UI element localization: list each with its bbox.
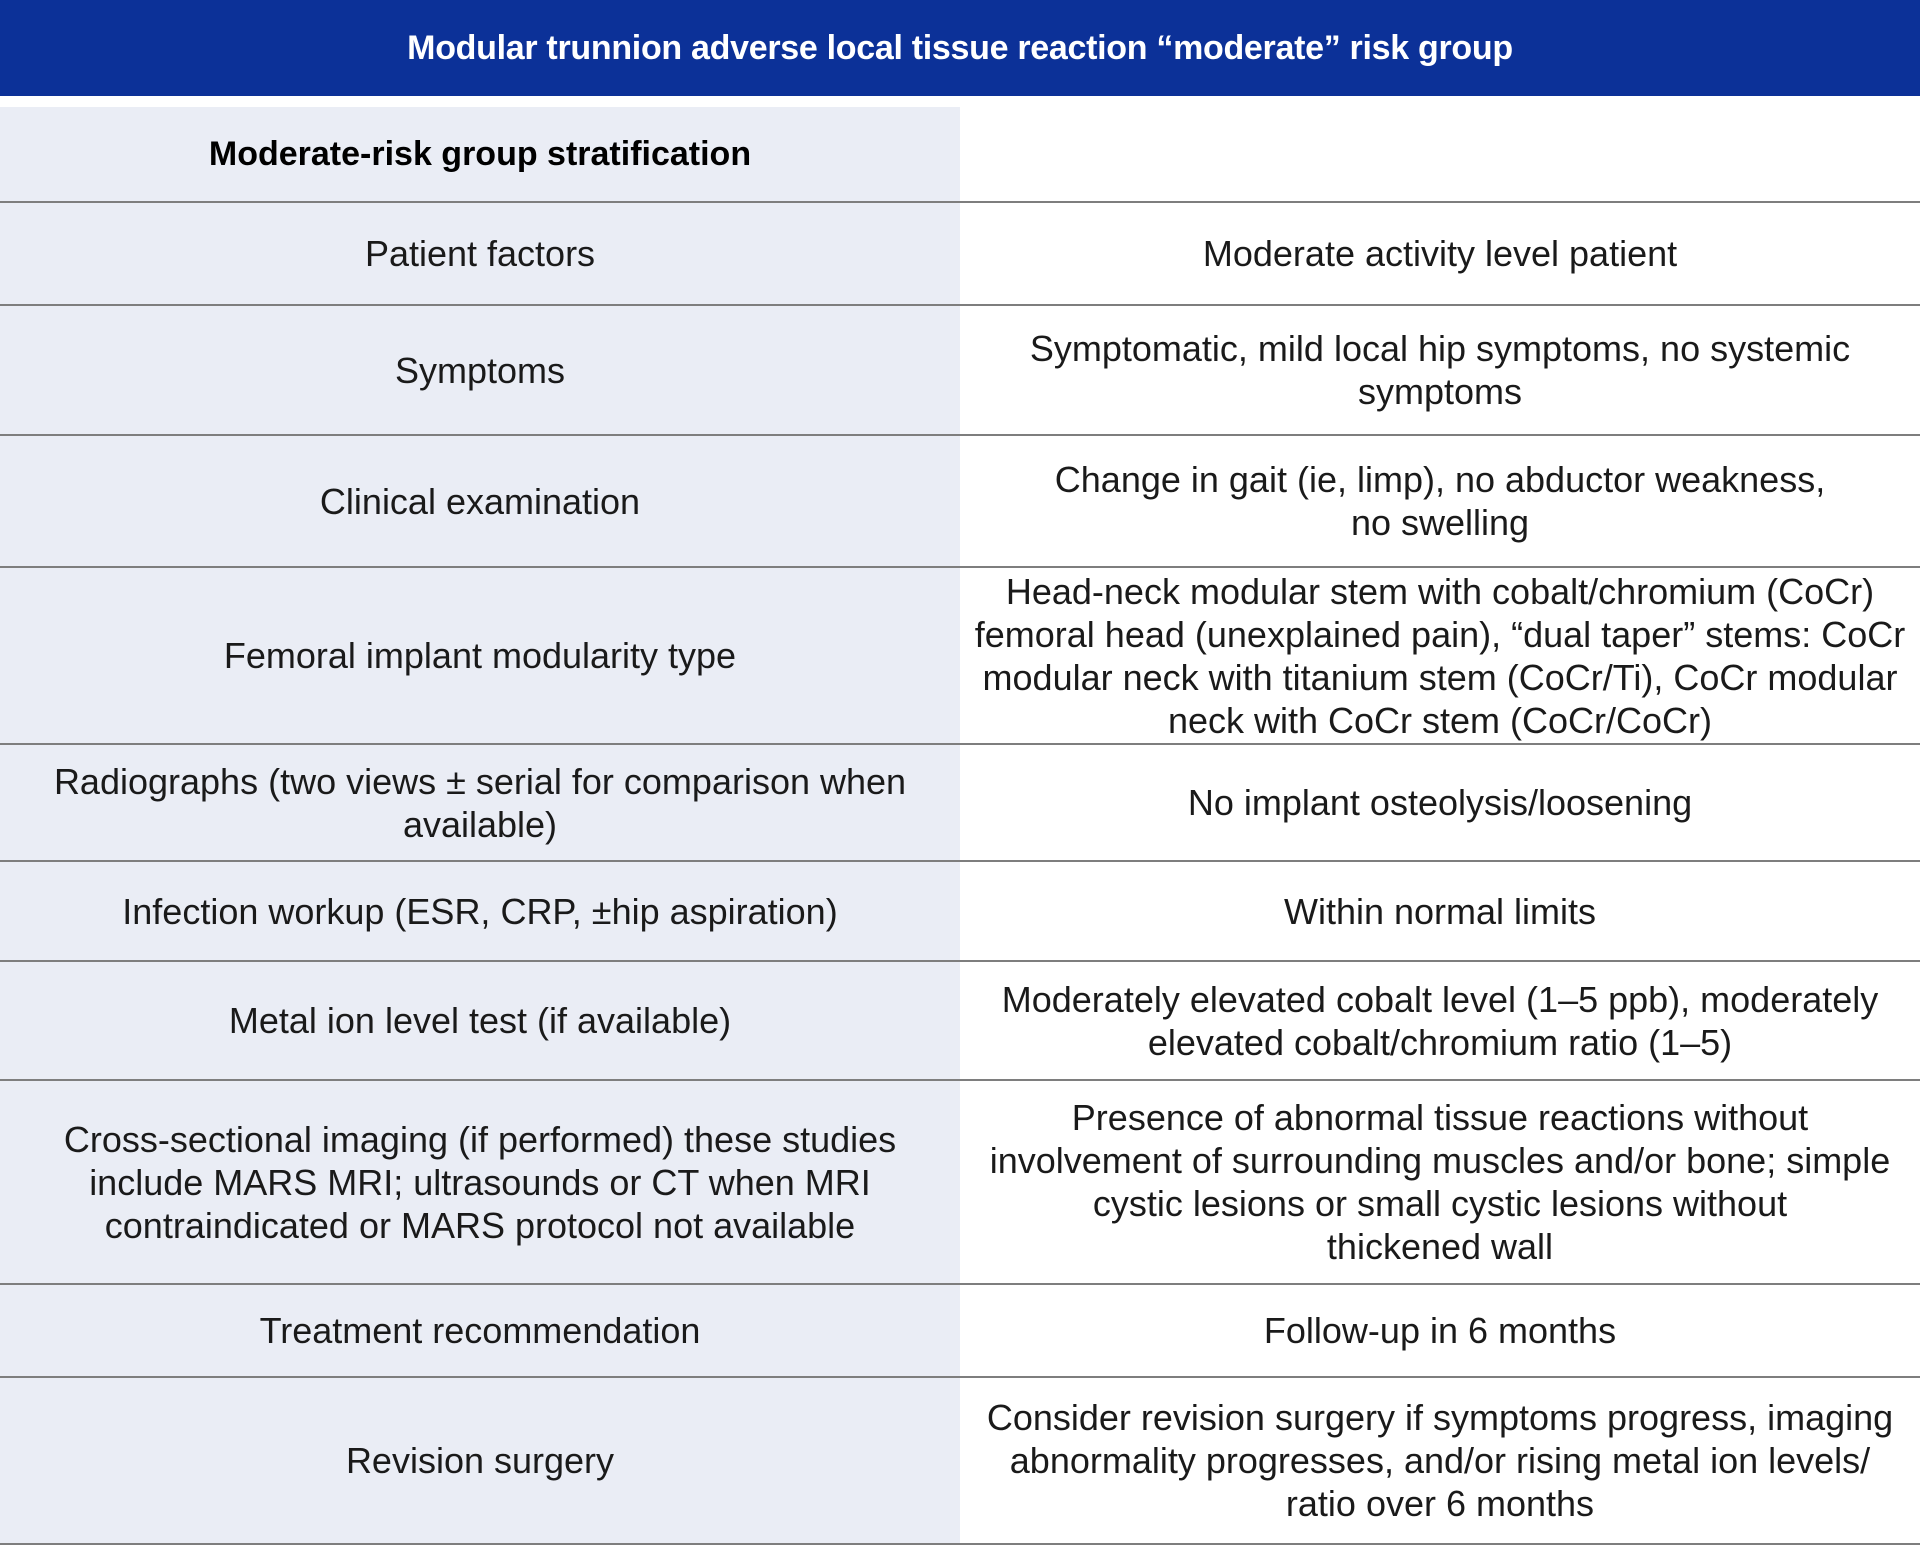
row-label: Cross-sectional imaging (if performed) t… xyxy=(63,1118,897,1246)
row-value: Change in gait (ie, limp), no abductor w… xyxy=(1054,459,1826,543)
table-row: Symptoms Symptomatic, mild local hip sym… xyxy=(0,306,1920,436)
table-row: Radiographs (two views ± serial for comp… xyxy=(0,745,1920,862)
row-label: Infection workup (ESR, CRP, ±hip aspirat… xyxy=(122,890,838,932)
row-label: Femoral implant modularity type xyxy=(223,635,737,676)
row-value-cell: Moderate activity level patient xyxy=(960,203,1920,304)
row-label-cell: Infection workup (ESR, CRP, ±hip aspirat… xyxy=(0,862,960,960)
row-label: Metal ion level test (if available) xyxy=(228,1000,732,1041)
row-value: Symptomatic, mild local hip symptoms, no… xyxy=(1029,328,1851,412)
row-value: Follow-up in 6 months xyxy=(1263,1310,1617,1351)
table-row: Clinical examination Change in gait (ie,… xyxy=(0,436,1920,568)
row-value-cell: Follow-up in 6 months xyxy=(960,1285,1920,1376)
table-row: Treatment recommendation Follow-up in 6 … xyxy=(0,1285,1920,1378)
table-row: Femoral implant modularity type Head-nec… xyxy=(0,568,1920,745)
row-label-cell: Clinical examination xyxy=(0,436,960,566)
row-value: Consider revision surgery if symptoms pr… xyxy=(986,1397,1894,1524)
row-label: Revision surgery xyxy=(345,1440,615,1481)
row-value-cell: Symptomatic, mild local hip symptoms, no… xyxy=(960,306,1920,434)
row-value-cell: Within normal limits xyxy=(960,862,1920,960)
row-label-cell: Radiographs (two views ± serial for comp… xyxy=(0,745,960,860)
row-label: Treatment recommendation xyxy=(259,1310,701,1351)
row-value-cell: Consider revision surgery if symptoms pr… xyxy=(960,1378,1920,1543)
table-row: Infection workup (ESR, CRP, ±hip aspirat… xyxy=(0,862,1920,962)
row-label-cell: Symptoms xyxy=(0,306,960,434)
row-value-cell: Change in gait (ie, limp), no abductor w… xyxy=(960,436,1920,566)
row-label: Clinical examination xyxy=(319,480,641,522)
row-value: No implant osteolysis/loosening xyxy=(1187,782,1693,823)
risk-stratification-table: Moderate-risk group stratification Patie… xyxy=(0,107,1920,1545)
row-label-cell: Metal ion level test (if available) xyxy=(0,962,960,1079)
row-value: Head-neck modular stem with cobalt/chrom… xyxy=(974,570,1906,741)
table-row: Revision surgery Consider revision surge… xyxy=(0,1378,1920,1545)
row-value-cell: Head-neck modular stem with cobalt/chrom… xyxy=(960,568,1920,743)
table-section-header-row: Moderate-risk group stratification xyxy=(0,107,1920,203)
row-label: Patient factors xyxy=(364,233,596,274)
table-row: Patient factors Moderate activity level … xyxy=(0,203,1920,306)
row-label-cell: Patient factors xyxy=(0,203,960,304)
section-header-spacer-cell xyxy=(960,107,1920,201)
row-value: Within normal limits xyxy=(1283,890,1597,932)
row-label-cell: Treatment recommendation xyxy=(0,1285,960,1376)
row-label-cell: Femoral implant modularity type xyxy=(0,568,960,743)
table-title-bar: Modular trunnion adverse local tissue re… xyxy=(0,0,1920,96)
row-value: Presence of abnormal tissue reactions wi… xyxy=(989,1097,1891,1267)
row-value: Moderate activity level patient xyxy=(1202,233,1678,274)
table-row: Metal ion level test (if available) Mode… xyxy=(0,962,1920,1081)
section-header-cell: Moderate-risk group stratification xyxy=(0,107,960,201)
row-value-cell: No implant osteolysis/loosening xyxy=(960,745,1920,860)
row-label: Symptoms xyxy=(394,349,566,391)
row-label-cell: Revision surgery xyxy=(0,1378,960,1543)
row-value-cell: Presence of abnormal tissue reactions wi… xyxy=(960,1081,1920,1283)
row-value-cell: Moderately elevated cobalt level (1–5 pp… xyxy=(960,962,1920,1079)
row-label-cell: Cross-sectional imaging (if performed) t… xyxy=(0,1081,960,1283)
table-row: Cross-sectional imaging (if performed) t… xyxy=(0,1081,1920,1285)
row-label: Radiographs (two views ± serial for comp… xyxy=(53,760,907,845)
row-value: Moderately elevated cobalt level (1–5 pp… xyxy=(1001,978,1879,1063)
table-title: Modular trunnion adverse local tissue re… xyxy=(407,28,1513,67)
section-header-label: Moderate-risk group stratification xyxy=(208,135,752,173)
